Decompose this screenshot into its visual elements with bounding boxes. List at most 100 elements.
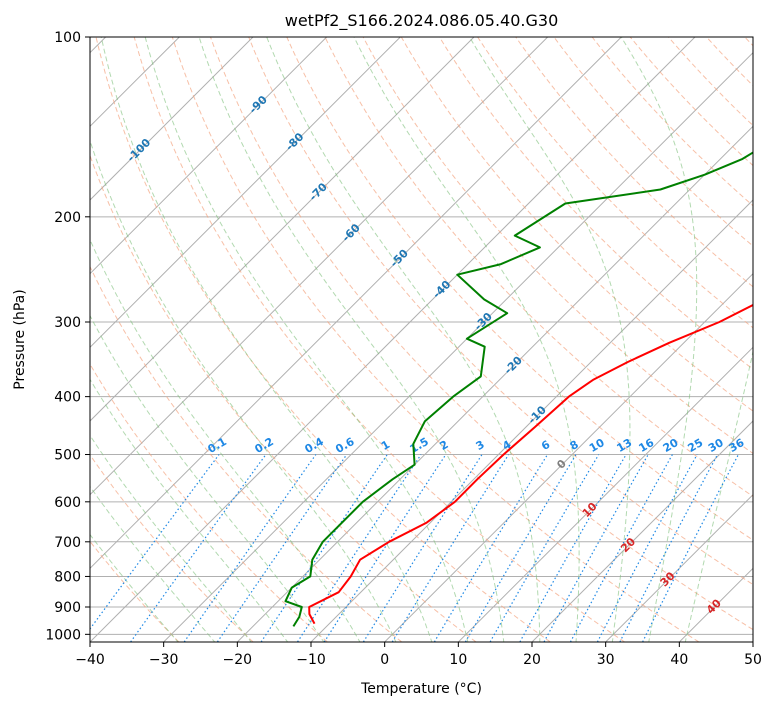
dry-adiabat-line [515, 37, 753, 288]
x-tick-label: −10 [296, 652, 326, 668]
y-axis: 100 200 300 400 500 600 700 800 900 1000 [45, 30, 90, 643]
moist-adiabat-line [90, 138, 397, 642]
y-tick-label: 400 [54, 390, 81, 406]
y-tick-label: 800 [54, 569, 81, 585]
mixing-ratio-line [519, 454, 627, 642]
chart-title: wetPf2_S166.2024.086.05.40.G30 [285, 11, 559, 31]
dewpoint-line [284, 151, 753, 627]
y-tick-label: 900 [54, 600, 81, 616]
moist-adiabat-line [684, 349, 753, 642]
mixing-ratio-line [362, 454, 483, 642]
isotherm-line [90, 37, 549, 496]
y-tick-label: 300 [54, 315, 81, 331]
mixing-ratio-line [569, 454, 673, 642]
dry-adiabat-line [553, 37, 753, 247]
plot-frame [89, 36, 754, 643]
moist-adiabat-line [90, 434, 252, 642]
mixing-ratio-line [216, 454, 348, 642]
mixing-ratio-label: 8 [568, 438, 581, 453]
mixing-ratio-line [596, 454, 698, 642]
dry-adiabat-line [362, 37, 753, 455]
mixing-ratio-line [489, 454, 600, 642]
mixing-ratio-label: 1.5 [408, 435, 431, 456]
x-tick-label: 40 [670, 652, 688, 668]
y-tick-label: 600 [54, 495, 81, 511]
dry-adiabat-line [133, 37, 625, 642]
y-axis-label: Pressure (hPa) [12, 289, 28, 389]
mixing-ratio-label: 10 [587, 436, 607, 455]
moist-adiabat-line [90, 238, 361, 642]
temperature-line [308, 303, 753, 625]
dry-adiabat-line [90, 363, 328, 642]
isotherm-line [310, 199, 753, 642]
moist-adiabat-line [620, 37, 698, 642]
dry-adiabat-line [90, 154, 477, 642]
isotherm-label: -80 [283, 130, 306, 153]
isotherm-line [90, 37, 401, 349]
y-tick-label: 500 [54, 448, 81, 464]
dry-adiabat-line [591, 37, 753, 207]
moist-adiabat-line [90, 314, 325, 642]
isotherm-line [605, 493, 753, 642]
isotherm-line [90, 37, 475, 422]
mixing-ratio-line [130, 454, 267, 642]
mixing-ratio-label: 1 [379, 438, 392, 453]
dry-adiabat-line [248, 37, 753, 586]
background-lines [90, 37, 753, 642]
moist-adiabat-line [90, 378, 289, 642]
x-tick-label: −40 [75, 652, 105, 668]
mixing-ratio-line [464, 454, 577, 642]
isotherm-line [90, 37, 622, 570]
dry-adiabat-line [90, 540, 180, 642]
mixing-ratio-label: 30 [706, 436, 726, 455]
moist-adiabat-line [100, 37, 433, 642]
x-axis-label: Temperature (°C) [360, 681, 482, 697]
y-tick-label: 1000 [45, 627, 81, 643]
dry-adiabat-line [171, 37, 700, 642]
dry-adiabat-line [90, 453, 254, 642]
x-tick-label: 10 [449, 652, 467, 668]
moist-adiabat-line [198, 37, 505, 642]
y-tick-label: 700 [54, 535, 81, 551]
isotherm-line [384, 272, 753, 642]
x-tick-label: 50 [744, 652, 762, 668]
dry-adiabat-line [438, 37, 753, 370]
mixing-ratio-label: 3 [474, 438, 487, 453]
x-tick-label: −20 [223, 652, 253, 668]
x-tick-label: 20 [523, 652, 541, 668]
dry-adiabat-line [210, 37, 753, 631]
y-tick-label: 100 [54, 30, 81, 46]
mixing-ratio-line [323, 454, 447, 642]
dry-adiabat-line [706, 37, 753, 87]
dry-adiabat-line [95, 37, 551, 642]
mixing-ratio-line [296, 454, 422, 642]
mixing-ratio-label: 20 [661, 436, 681, 455]
isotherm-line [678, 567, 753, 642]
dry-adiabat-line [324, 37, 753, 498]
dry-adiabat-line [90, 265, 403, 642]
isotherm-line [90, 37, 696, 642]
mixing-ratio-label: 16 [637, 436, 657, 455]
mixing-ratio-line [90, 454, 220, 630]
x-tick-label: 0 [380, 652, 389, 668]
moist-adiabat-line [353, 37, 580, 642]
isotherm-label: 10 [580, 500, 600, 520]
isotherm-line [531, 420, 753, 642]
x-tick-label: 30 [597, 652, 615, 668]
mixing-ratio-line [183, 454, 317, 642]
moist-adiabat-line [266, 37, 541, 642]
mixing-ratio-label: 0.2 [252, 435, 275, 456]
x-axis: −40 −30 −20 −10 0 10 20 30 40 50 [75, 642, 762, 668]
isotherm-line [236, 125, 753, 642]
moist-adiabat-line [90, 485, 216, 642]
mixing-ratio-label: 25 [685, 436, 705, 455]
moist-adiabat-line [469, 37, 631, 642]
mixing-ratio-label: 0.1 [206, 435, 229, 456]
dry-adiabat-line [668, 37, 753, 127]
isotherm-line [90, 37, 328, 275]
isotherm-line [752, 641, 753, 642]
dry-adiabat-line [744, 37, 753, 47]
isotherm-line [457, 346, 753, 642]
mixing-ratio-label: 0.4 [302, 435, 326, 456]
